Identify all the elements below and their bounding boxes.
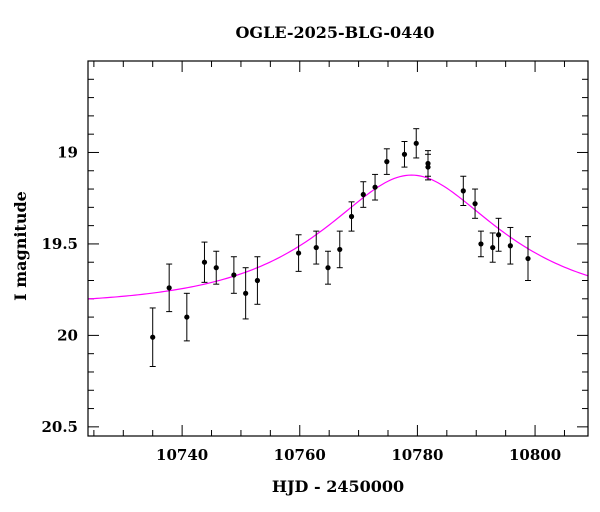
x-tick-label: 10760: [274, 446, 326, 464]
data-point: [383, 148, 390, 175]
data-point: [325, 250, 331, 285]
x-tick-label: 10780: [391, 446, 443, 464]
data-marker: [313, 244, 319, 251]
data-point: [495, 217, 502, 252]
data-point: [413, 128, 420, 159]
data-point: [489, 232, 496, 263]
y-tick-label: 19.5: [41, 235, 78, 253]
data-point: [213, 250, 220, 285]
data-marker: [295, 250, 302, 256]
data-points-layer: [149, 128, 531, 367]
data-point: [425, 153, 431, 181]
data-marker: [425, 164, 431, 170]
model-curve-layer: [87, 174, 589, 300]
data-marker: [166, 285, 172, 291]
data-marker: [507, 243, 513, 249]
data-point: [401, 140, 408, 168]
data-marker: [213, 265, 219, 271]
data-marker: [460, 188, 466, 194]
data-marker: [325, 265, 331, 271]
data-point: [242, 267, 249, 320]
data-point: [336, 230, 343, 269]
data-marker: [401, 151, 408, 157]
data-marker: [201, 259, 208, 265]
data-marker: [184, 314, 190, 320]
data-marker: [360, 191, 366, 198]
plot-frame: [87, 60, 589, 437]
y-tick-label: 20: [57, 326, 78, 344]
data-point: [460, 175, 467, 207]
data-point: [507, 226, 514, 265]
chart-title: OGLE-2025-BLG-0440: [235, 23, 434, 42]
x-tick-label: 10740: [156, 446, 208, 464]
data-marker: [525, 255, 531, 262]
data-marker: [495, 232, 502, 238]
data-point: [295, 234, 302, 272]
data-marker: [337, 246, 343, 253]
data-marker: [472, 201, 478, 207]
data-marker: [231, 272, 237, 278]
data-point: [348, 201, 355, 232]
data-point: [472, 188, 479, 219]
data-point: [525, 236, 531, 282]
data-point: [166, 263, 173, 313]
y-tick-label: 19: [57, 143, 78, 161]
data-point: [360, 181, 367, 208]
data-point: [254, 256, 261, 305]
data-point: [230, 256, 237, 294]
data-point: [149, 307, 156, 367]
x-tick-label: 10800: [509, 446, 561, 464]
data-point: [313, 230, 320, 265]
model-curve-line: [87, 174, 589, 300]
tick-labels: 10740 10760 10780 10800 19 19.5 20 20.5: [41, 143, 561, 464]
data-marker: [384, 159, 390, 165]
data-point: [183, 292, 190, 342]
data-marker: [254, 277, 261, 284]
data-marker: [413, 140, 419, 146]
data-marker: [150, 334, 156, 340]
data-marker: [490, 244, 496, 251]
y-tick-label: 20.5: [41, 418, 78, 436]
axis-ticks: [88, 61, 588, 436]
data-marker: [243, 290, 249, 296]
x-axis-label: HJD - 2450000: [272, 477, 404, 496]
data-marker: [478, 241, 484, 247]
data-point: [201, 241, 208, 283]
y-axis-label: I magnitude: [11, 191, 30, 301]
data-point: [372, 173, 379, 201]
data-marker: [348, 213, 355, 220]
data-point: [477, 230, 484, 258]
data-marker: [372, 184, 378, 190]
